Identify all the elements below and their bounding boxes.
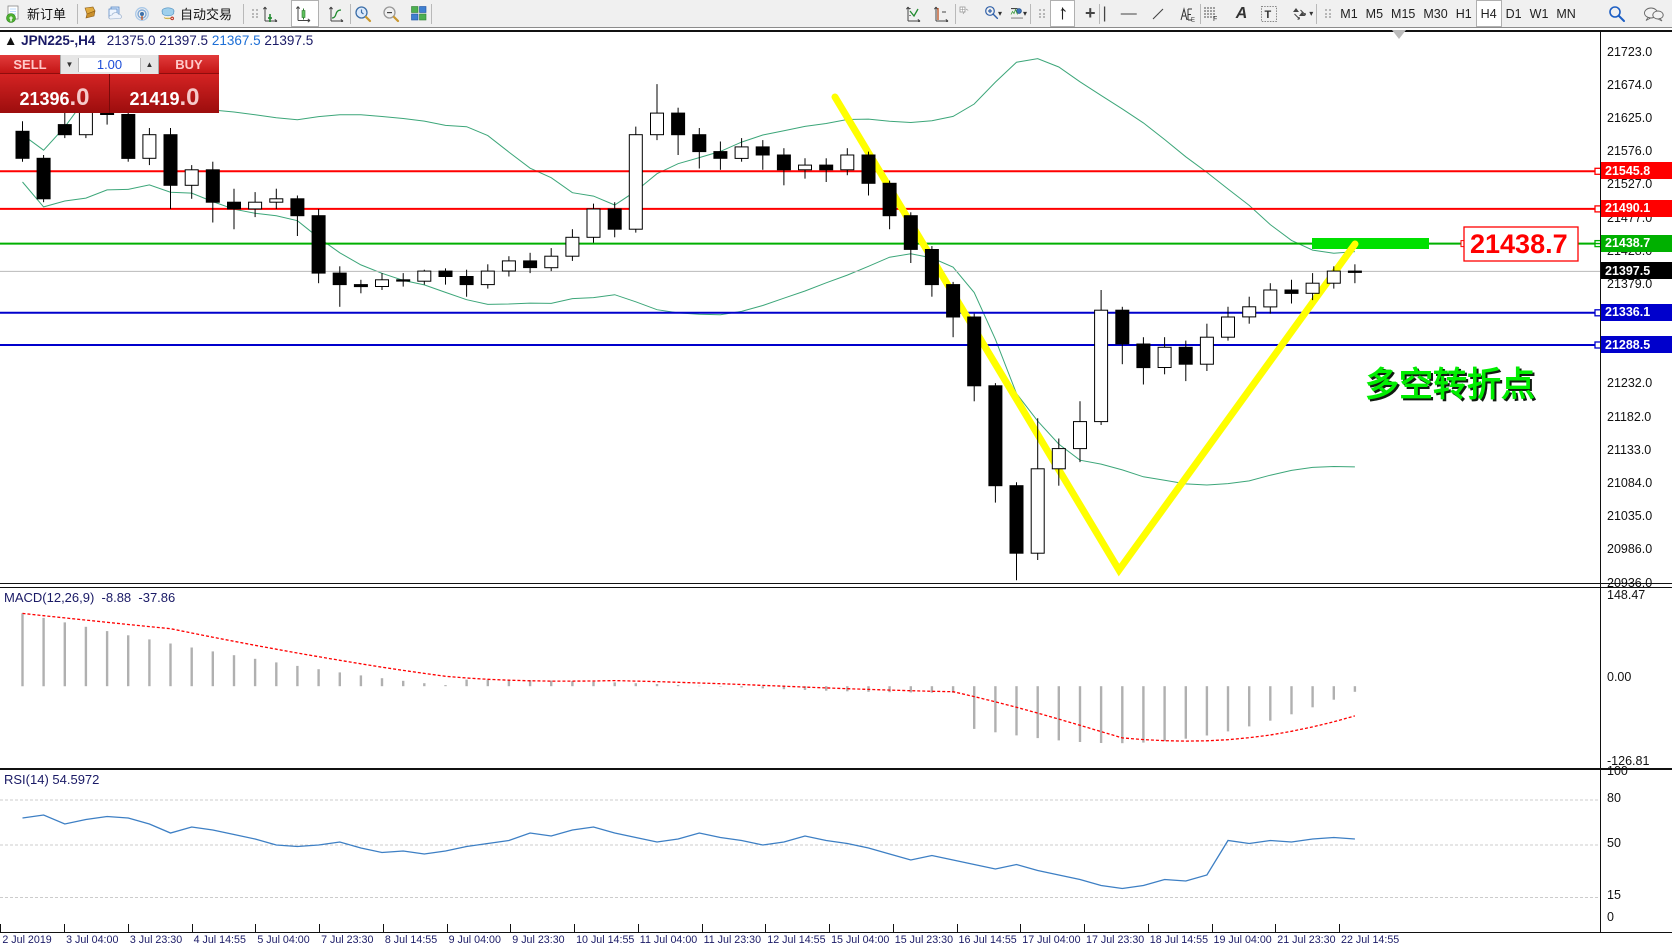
svg-text:21438.7: 21438.7 [1470, 229, 1568, 259]
svg-text:E: E [1191, 17, 1195, 22]
svg-text:T: T [1265, 9, 1272, 21]
svg-text:F: F [1213, 16, 1217, 21]
svg-text:多空转折点: 多空转折点 [1365, 366, 1535, 404]
